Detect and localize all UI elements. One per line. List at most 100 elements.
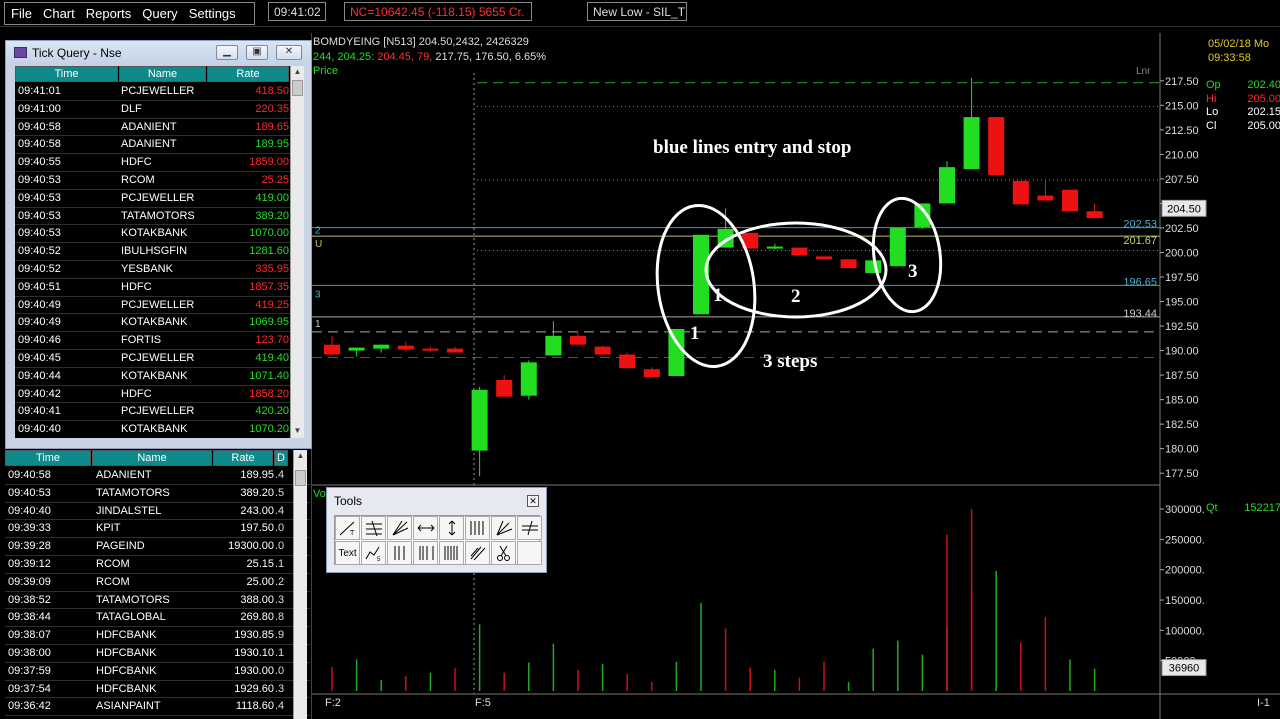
table-row[interactable]: 09:40:53 RCOM 25.25 bbox=[15, 172, 290, 190]
table-row[interactable]: 09:41:01 PCJEWELLER 418.50 bbox=[15, 83, 290, 101]
restore-button[interactable]: ▣ bbox=[246, 45, 268, 60]
qt-label: Qt bbox=[1206, 502, 1218, 514]
col-rate[interactable]: Rate bbox=[213, 450, 273, 466]
cell-time: 09:39:28 bbox=[8, 540, 51, 553]
cell-name: HDFCBANK bbox=[96, 664, 157, 677]
fib-time-icon[interactable] bbox=[413, 541, 438, 565]
tick-scrollbar[interactable]: ▲ ▼ bbox=[290, 66, 304, 438]
table-row[interactable]: 09:38:00 HDFCBANK 1930.10.1 bbox=[5, 645, 310, 663]
chart-panel[interactable]: 202.53 201.67 196.65 193.44 2 U 3 1 217.50 215.0… bbox=[311, 33, 1280, 719]
zigzag-tool-icon[interactable]: 5 bbox=[361, 541, 386, 565]
volume-tick-label: 150000. bbox=[1165, 595, 1205, 607]
cell-rate: 1930.85 bbox=[234, 629, 274, 642]
menu-query[interactable]: Query bbox=[142, 6, 178, 21]
scroll-down-icon[interactable]: ▼ bbox=[293, 426, 302, 435]
tick-query-titlebar[interactable]: Tick Query - Nse ▁ ▣ ✕ bbox=[6, 41, 311, 65]
minimize-button[interactable]: ▁ bbox=[216, 45, 238, 60]
table-row[interactable]: 09:39:09 RCOM 25.00.2 bbox=[5, 574, 310, 592]
col-d[interactable]: D bbox=[274, 450, 288, 466]
table-row[interactable]: 09:40:46 FORTIS 123.70 bbox=[15, 332, 290, 350]
table-row[interactable]: 09:40:55 HDFC 1859.00 bbox=[15, 154, 290, 172]
table-row[interactable]: 09:40:58 ADANIENT 189.65 bbox=[15, 119, 290, 137]
cell-time: 09:40:49 bbox=[18, 298, 61, 311]
cell-rate: 1859.00 bbox=[249, 156, 289, 169]
grid-lines-icon[interactable] bbox=[439, 541, 464, 565]
table-row[interactable]: 09:39:33 KPIT 197.50.0 bbox=[5, 520, 310, 539]
table-row[interactable]: 09:39:28 PAGEIND 19300.00.0 bbox=[5, 538, 310, 556]
menu-reports[interactable]: Reports bbox=[85, 6, 132, 21]
scroll-thumb[interactable] bbox=[295, 470, 306, 486]
candle-body bbox=[447, 348, 463, 353]
andrews-pitchfork-icon[interactable] bbox=[465, 541, 490, 565]
cell-extra: .4 bbox=[275, 469, 285, 481]
channel-tool-icon[interactable] bbox=[361, 516, 386, 540]
menu-chart[interactable]: Chart bbox=[42, 6, 75, 21]
table-row[interactable]: 09:40:45 PCJEWELLER 419.40 bbox=[15, 350, 290, 368]
candle-body bbox=[348, 347, 365, 351]
table-row[interactable]: 09:38:07 HDFCBANK 1930.85.9 bbox=[5, 627, 310, 645]
clock-display: 09:41:02 bbox=[268, 2, 326, 21]
table-row[interactable]: 09:38:52 TATAMOTORS 388.00.3 bbox=[5, 592, 310, 610]
cycle-lines-icon[interactable] bbox=[387, 541, 412, 565]
col-time[interactable]: Time bbox=[5, 450, 91, 466]
chart-symbol-line: BOMDYEING [N513] 204.50,2432, 2426329 bbox=[313, 36, 529, 48]
scissors-icon[interactable] bbox=[491, 541, 516, 565]
menu-settings[interactable]: Settings bbox=[188, 6, 236, 21]
table-row[interactable]: 09:40:49 KOTAKBANK 1069.95 bbox=[15, 314, 290, 333]
trendline-tool-icon[interactable]: T bbox=[335, 516, 360, 540]
parallel-tool-icon[interactable] bbox=[517, 516, 542, 540]
cell-extra: .5 bbox=[275, 486, 285, 499]
vertical-measure-icon[interactable] bbox=[439, 516, 464, 540]
new-low-ticker[interactable]: New Low - SIL_T bbox=[587, 2, 687, 21]
table-row[interactable]: 09:40:58 ADANIENT 189.95 bbox=[15, 136, 290, 155]
nc-ticker[interactable]: NC=10642.45 (-118.15) 5655 Cr. bbox=[344, 2, 532, 21]
table-row[interactable]: 09:40:41 PCJEWELLER 420.20 bbox=[15, 403, 290, 422]
vertical-lines-icon[interactable] bbox=[465, 516, 490, 540]
horizontal-measure-icon[interactable] bbox=[413, 516, 438, 540]
scroll-thumb[interactable] bbox=[292, 80, 303, 96]
table-row[interactable]: 09:40:42 HDFC 1858.20 bbox=[15, 386, 290, 404]
cell-name: IBULHSGFIN bbox=[121, 245, 188, 258]
scroll-up-icon[interactable]: ▲ bbox=[296, 451, 305, 460]
scroll-up-icon[interactable]: ▲ bbox=[293, 67, 302, 76]
line-marker-label: 1 bbox=[315, 319, 321, 330]
speed-lines-icon[interactable] bbox=[491, 516, 516, 540]
table-row[interactable]: 09:40:53 PCJEWELLER 419.00 bbox=[15, 190, 290, 208]
col-time[interactable]: Time bbox=[15, 66, 118, 82]
table-row[interactable]: 09:40:49 PCJEWELLER 419.25 bbox=[15, 297, 290, 315]
chart-grid bbox=[312, 33, 1280, 719]
lower-scrollbar[interactable]: ▲ bbox=[293, 450, 307, 719]
table-row[interactable]: 09:40:40 JINDALSTEL 243.00.4 bbox=[5, 503, 310, 521]
table-row[interactable]: 09:40:44 KOTAKBANK 1071.40 bbox=[15, 368, 290, 386]
close-button[interactable]: ✕ bbox=[276, 45, 302, 60]
table-row[interactable]: 09:40:52 IBULHSGFIN 1281.60 bbox=[15, 243, 290, 261]
col-rate[interactable]: Rate bbox=[207, 66, 289, 82]
table-row[interactable]: 09:41:00 DLF 220.35 bbox=[15, 101, 290, 119]
table-row[interactable]: 09:37:54 HDFCBANK 1929.60.3 bbox=[5, 681, 310, 699]
cell-name: KOTAKBANK bbox=[121, 316, 188, 329]
tools-palette[interactable]: Tools ✕ T Text 5 bbox=[326, 487, 547, 573]
candlestick-chart[interactable]: 202.53 201.67 196.65 193.44 2 U 3 1 217.50 215.0… bbox=[312, 33, 1280, 719]
table-row[interactable]: 09:38:44 TATAGLOBAL 269.80.8 bbox=[5, 609, 310, 628]
cell-rate: 1070.20 bbox=[249, 423, 289, 436]
table-row[interactable]: 09:36:42 ASIANPAINT 1118.60.4 bbox=[5, 698, 310, 717]
menu-file[interactable]: File bbox=[11, 6, 32, 21]
table-row[interactable]: 09:40:53 TATAMOTORS 389.20.5 bbox=[5, 485, 310, 503]
fan-tool-icon[interactable] bbox=[387, 516, 412, 540]
table-row[interactable]: 09:40:53 KOTAKBANK 1070.00 bbox=[15, 225, 290, 244]
table-row[interactable]: 09:39:12 RCOM 25.15.1 bbox=[5, 556, 310, 574]
table-row[interactable]: 09:40:51 HDFC 1857.35 bbox=[15, 279, 290, 297]
col-name[interactable]: Name bbox=[92, 450, 212, 466]
cell-name: TATAGLOBAL bbox=[96, 611, 166, 624]
cell-time: 09:40:45 bbox=[18, 351, 61, 364]
table-row[interactable]: 09:40:40 KOTAKBANK 1070.20 bbox=[15, 421, 290, 438]
table-row[interactable]: 09:40:53 TATAMOTORS 389.20 bbox=[15, 208, 290, 226]
tools-close-button[interactable]: ✕ bbox=[527, 495, 539, 507]
cell-time: 09:41:00 bbox=[18, 102, 61, 115]
table-row[interactable]: 09:37:59 HDFCBANK 1930.00.0 bbox=[5, 663, 310, 681]
col-name[interactable]: Name bbox=[119, 66, 206, 82]
table-row[interactable]: 09:40:58 ADANIENT 189.95.4 bbox=[5, 467, 310, 485]
table-row[interactable]: 09:40:52 YESBANK 335.95 bbox=[15, 261, 290, 279]
tick-query-window[interactable]: Tick Query - Nse ▁ ▣ ✕ Time Name Rate 09… bbox=[5, 40, 312, 449]
text-tool[interactable]: Text bbox=[335, 541, 360, 565]
